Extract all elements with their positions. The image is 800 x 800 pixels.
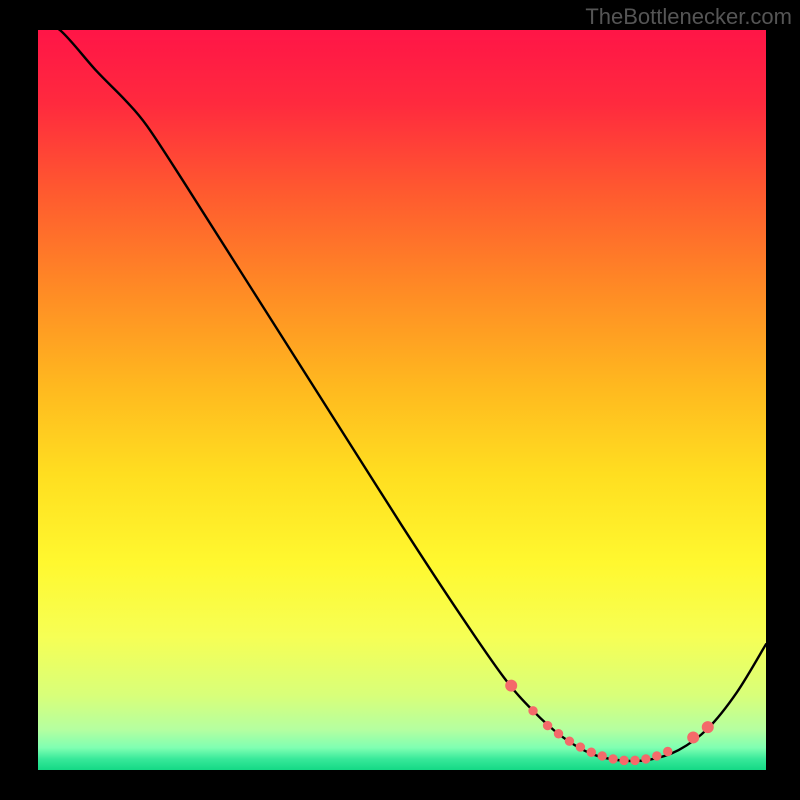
curve-marker	[565, 737, 573, 745]
curve-marker	[554, 730, 562, 738]
chart-frame: TheBottlenecker.com	[0, 0, 800, 800]
curve-marker	[688, 732, 699, 743]
plot-area	[38, 30, 766, 770]
curve-marker	[576, 743, 584, 751]
gradient-background	[38, 30, 766, 770]
curve-marker	[587, 748, 595, 756]
plot-svg	[38, 30, 766, 770]
curve-marker	[653, 752, 661, 760]
curve-marker	[620, 756, 628, 764]
curve-marker	[506, 680, 517, 691]
curve-marker	[543, 721, 551, 729]
curve-marker	[529, 707, 537, 715]
curve-marker	[598, 752, 606, 760]
curve-marker	[642, 755, 650, 763]
curve-marker	[631, 756, 639, 764]
curve-marker	[609, 755, 617, 763]
curve-marker	[702, 722, 713, 733]
watermark-text: TheBottlenecker.com	[585, 4, 792, 30]
curve-marker	[664, 747, 672, 755]
